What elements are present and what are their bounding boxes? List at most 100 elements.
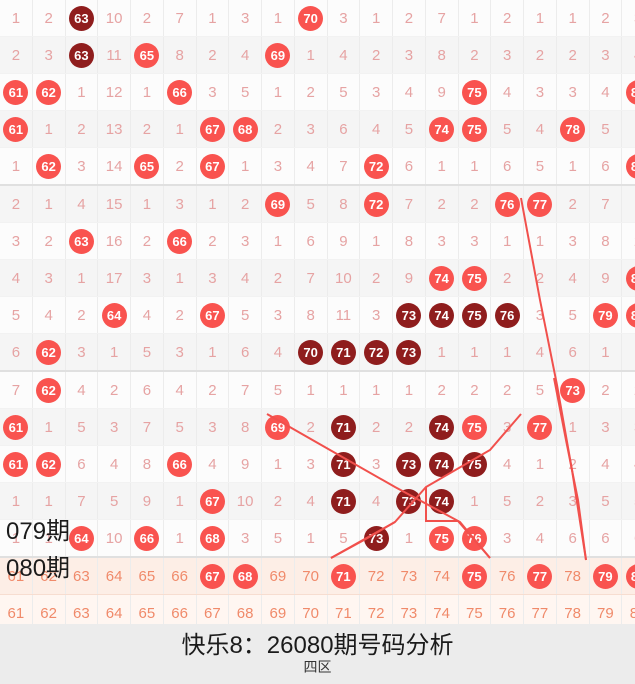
grid-cell: 73 bbox=[359, 519, 393, 558]
hot-number-ball[interactable]: 67 bbox=[199, 153, 225, 179]
hot-number-ball[interactable]: 65 bbox=[134, 153, 160, 179]
omission-value: 2 bbox=[470, 46, 479, 64]
hot-number-ball[interactable]: 61 bbox=[3, 414, 29, 440]
hot-number-ball[interactable]: 74 bbox=[429, 265, 455, 291]
hot-number-ball[interactable]: 69 bbox=[265, 414, 291, 440]
hot-number-ball[interactable]: 64 bbox=[101, 302, 127, 328]
hot-number-ball[interactable]: 61 bbox=[3, 116, 29, 142]
omission-value: 3 bbox=[306, 120, 315, 138]
hot-number-ball[interactable]: 79 bbox=[592, 563, 618, 589]
hot-number-ball[interactable]: 71 bbox=[330, 563, 356, 589]
hot-number-ball[interactable]: 69 bbox=[265, 42, 291, 68]
cold-number-ball[interactable]: 73 bbox=[396, 302, 422, 328]
hot-number-ball[interactable]: 61 bbox=[3, 79, 29, 105]
hot-number-ball[interactable]: 65 bbox=[134, 42, 160, 68]
hot-number-ball[interactable]: 62 bbox=[36, 451, 62, 477]
cold-number-ball[interactable]: 63 bbox=[68, 42, 94, 68]
hot-number-ball[interactable]: 75 bbox=[461, 265, 487, 291]
cold-number-ball[interactable]: 74 bbox=[429, 488, 455, 514]
cold-number-ball[interactable]: 74 bbox=[429, 451, 455, 477]
grid-cell: 3 bbox=[261, 296, 295, 334]
cold-number-ball[interactable]: 72 bbox=[363, 339, 389, 365]
hot-number-ball[interactable]: 75 bbox=[461, 563, 487, 589]
grid-cell: 1 bbox=[392, 519, 426, 558]
hot-number-ball[interactable]: 62 bbox=[36, 377, 62, 403]
hot-number-ball[interactable]: 75 bbox=[461, 116, 487, 142]
omission-value: 5 bbox=[502, 120, 512, 138]
hot-number-ball[interactable]: 73 bbox=[560, 377, 586, 403]
cold-number-ball[interactable]: 73 bbox=[363, 525, 389, 551]
cold-number-ball[interactable]: 74 bbox=[429, 302, 455, 328]
hot-number-ball[interactable]: 63 bbox=[68, 228, 94, 254]
hot-number-ball[interactable]: 79 bbox=[592, 302, 618, 328]
hot-number-ball[interactable]: 75 bbox=[461, 414, 487, 440]
hot-number-ball[interactable]: 68 bbox=[232, 563, 258, 589]
cold-number-ball[interactable]: 75 bbox=[461, 451, 487, 477]
hot-number-ball[interactable]: 80 bbox=[625, 79, 635, 105]
hot-number-ball[interactable]: 66 bbox=[167, 228, 193, 254]
hot-number-ball[interactable]: 67 bbox=[199, 302, 225, 328]
hot-number-ball[interactable]: 74 bbox=[429, 116, 455, 142]
cold-number-ball[interactable]: 70 bbox=[298, 339, 324, 365]
cold-number-ball[interactable]: 73 bbox=[396, 339, 422, 365]
cold-number-ball[interactable]: 76 bbox=[494, 302, 520, 328]
hot-number-ball[interactable]: 68 bbox=[199, 525, 225, 551]
cold-number-ball[interactable]: 73 bbox=[396, 451, 422, 477]
cold-number-ball[interactable]: 71 bbox=[330, 339, 356, 365]
hot-number-ball[interactable]: 76 bbox=[494, 191, 520, 217]
grid-cell: 4 bbox=[0, 259, 33, 297]
hot-number-ball[interactable]: 77 bbox=[527, 414, 553, 440]
hot-number-ball[interactable]: 62 bbox=[36, 153, 62, 179]
hot-number-ball[interactable]: 68 bbox=[232, 116, 258, 142]
grid-cell: 67 bbox=[196, 557, 230, 595]
hot-number-ball[interactable]: 62 bbox=[36, 79, 62, 105]
hot-number-ball[interactable]: 80 bbox=[625, 265, 635, 291]
hot-number-ball[interactable]: 66 bbox=[134, 525, 160, 551]
cold-number-ball[interactable]: 71 bbox=[330, 414, 356, 440]
hot-number-ball[interactable]: 76 bbox=[461, 525, 487, 551]
cold-number-ball[interactable]: 74 bbox=[429, 414, 455, 440]
grid-cell: 16 bbox=[97, 222, 131, 260]
omission-value: 80 bbox=[629, 604, 635, 622]
hot-number-ball[interactable]: 72 bbox=[363, 191, 389, 217]
hot-number-ball[interactable]: 77 bbox=[527, 191, 553, 217]
hot-number-ball[interactable]: 66 bbox=[167, 79, 193, 105]
table-row: 16231465267134772611651680 bbox=[0, 147, 635, 186]
omission-value: 1 bbox=[404, 529, 414, 547]
hot-number-ball[interactable]: 80 bbox=[625, 302, 635, 328]
omission-value: 2 bbox=[502, 269, 512, 287]
cold-number-ball[interactable]: 73 bbox=[396, 488, 422, 514]
hot-number-ball[interactable]: 70 bbox=[298, 5, 324, 31]
hot-number-ball[interactable]: 62 bbox=[36, 339, 62, 365]
grid-cell: 8 bbox=[589, 222, 623, 260]
hot-number-ball[interactable]: 66 bbox=[167, 451, 193, 477]
grid-cell: 4 bbox=[32, 296, 66, 334]
hot-number-ball[interactable]: 67 bbox=[199, 488, 225, 514]
hot-number-ball[interactable]: 61 bbox=[3, 451, 29, 477]
cold-number-ball[interactable]: 71 bbox=[330, 488, 356, 514]
grid-cell: 9 bbox=[228, 445, 262, 483]
grid-cell: 67 bbox=[196, 482, 230, 520]
hot-number-ball[interactable]: 80 bbox=[625, 153, 635, 179]
omission-value: 6 bbox=[77, 455, 86, 473]
hot-number-ball[interactable]: 67 bbox=[199, 116, 225, 142]
hot-number-ball[interactable]: 72 bbox=[363, 153, 389, 179]
grid-cell: 2 bbox=[523, 482, 557, 520]
hot-number-ball[interactable]: 69 bbox=[265, 191, 291, 217]
grid-cell: 76 bbox=[490, 557, 524, 595]
cold-number-ball[interactable]: 71 bbox=[330, 451, 356, 477]
grid-cell: 64 bbox=[65, 519, 99, 558]
grid-cell: 2 bbox=[621, 222, 635, 260]
grid-cell: 5 bbox=[621, 482, 635, 520]
cold-number-ball[interactable]: 75 bbox=[461, 302, 487, 328]
hot-number-ball[interactable]: 75 bbox=[429, 525, 455, 551]
hot-number-ball[interactable]: 78 bbox=[560, 116, 586, 142]
hot-number-ball[interactable]: 80 bbox=[625, 563, 635, 589]
omission-value: 4 bbox=[535, 120, 545, 138]
grid-cell: 65 bbox=[130, 557, 164, 595]
cold-number-ball[interactable]: 63 bbox=[68, 5, 94, 31]
hot-number-ball[interactable]: 75 bbox=[461, 79, 487, 105]
hot-number-ball[interactable]: 77 bbox=[527, 563, 553, 589]
hot-number-ball[interactable]: 67 bbox=[199, 563, 225, 589]
hot-number-ball[interactable]: 64 bbox=[68, 525, 94, 551]
